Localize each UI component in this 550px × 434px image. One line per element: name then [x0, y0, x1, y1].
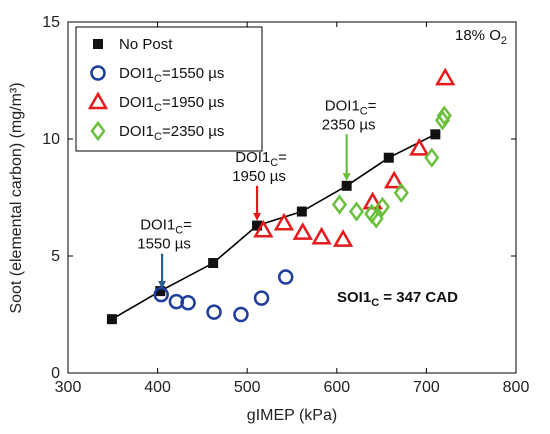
point-3-5	[393, 182, 409, 203]
point-1-4	[233, 306, 249, 323]
legend-marker-3	[90, 120, 106, 142]
legend-label-1: DOI1C=1550 µs	[119, 65, 224, 85]
point-0-5	[341, 180, 352, 191]
legend-label-3: DOI1C=2350 µs	[119, 123, 224, 143]
point-3-1	[348, 201, 365, 222]
legend-label-2: DOI1C=1950 µs	[119, 94, 224, 114]
series-line-0	[111, 133, 436, 320]
y-tick-label-0: 0	[51, 365, 60, 382]
legend-box	[75, 26, 263, 152]
annotation-label-0: DOI1C=	[140, 217, 192, 237]
legend-marker-0	[93, 39, 103, 49]
series-layer	[106, 67, 456, 325]
x-tick-label-400: 400	[144, 379, 171, 396]
point-3-8	[436, 105, 452, 126]
point-2-8	[435, 67, 456, 86]
point-0-0	[106, 314, 117, 325]
annotation-label-2: DOI1C=	[325, 97, 377, 117]
point-2-6	[383, 170, 405, 189]
point-2-2	[292, 222, 313, 240]
soi-label: SOI1C = 347 CAD	[337, 289, 458, 309]
point-2-4	[332, 229, 354, 247]
point-3-3	[374, 196, 391, 217]
point-3-0	[331, 194, 348, 215]
series-0	[106, 129, 441, 325]
legend-marker-2	[87, 91, 109, 110]
point-0-2	[208, 258, 219, 269]
x-tick-label-500: 500	[234, 379, 261, 396]
legend: No Post DOI1C=1550 µs DOI1C=1950 µs DOI1C=2…	[75, 26, 263, 152]
point-0-1	[155, 286, 166, 297]
point-3-4	[368, 208, 384, 229]
y-tick-label-5: 5	[51, 248, 60, 265]
x-tick-label-300: 300	[55, 379, 82, 396]
point-1-6	[277, 269, 294, 285]
annotation-value-2: 2350 µs	[322, 116, 376, 133]
point-2-3	[311, 226, 332, 245]
point-0-3	[252, 220, 263, 231]
x-tick-label-800: 800	[503, 379, 530, 396]
point-0-6	[383, 152, 394, 163]
annotation-label-1: DOI1C=	[235, 149, 287, 169]
point-2-1	[273, 212, 295, 231]
annotation-value-0: 1550 µs	[137, 236, 191, 253]
x-tick-label-700: 700	[413, 379, 440, 396]
point-1-2	[180, 295, 196, 311]
point-0-7	[430, 129, 441, 140]
y-tick-label-15: 15	[42, 14, 60, 31]
y-tick-label-10: 10	[42, 131, 60, 148]
legend-label-0: No Post	[119, 36, 173, 53]
series-1	[153, 269, 294, 323]
point-1-3	[206, 304, 222, 320]
plot-frame	[67, 21, 517, 374]
series-3	[331, 105, 452, 229]
annotation-value-1: 1950 µs	[232, 168, 286, 185]
annotation-0: DOI1C=1550 µs	[137, 217, 192, 289]
legend-marker-1	[90, 65, 106, 81]
annotation-2: DOI1C=2350 µs	[322, 97, 377, 182]
y-axis-label: Soot (elemental carbon) (mg/m³)	[8, 82, 25, 313]
annotation-1: DOI1C=1950 µs	[232, 149, 287, 221]
point-2-0	[253, 219, 274, 238]
x-axis-label: gIMEP (kPa)	[247, 407, 337, 424]
point-1-5	[253, 290, 270, 306]
point-3-6	[424, 147, 440, 168]
point-0-4	[296, 206, 307, 217]
axes: 300 400 500 600 700 800 0 5 10 15	[42, 14, 529, 396]
point-2-7	[409, 137, 430, 156]
oxygen-label: 18% O2	[455, 27, 507, 47]
x-tick-label-600: 600	[323, 379, 350, 396]
